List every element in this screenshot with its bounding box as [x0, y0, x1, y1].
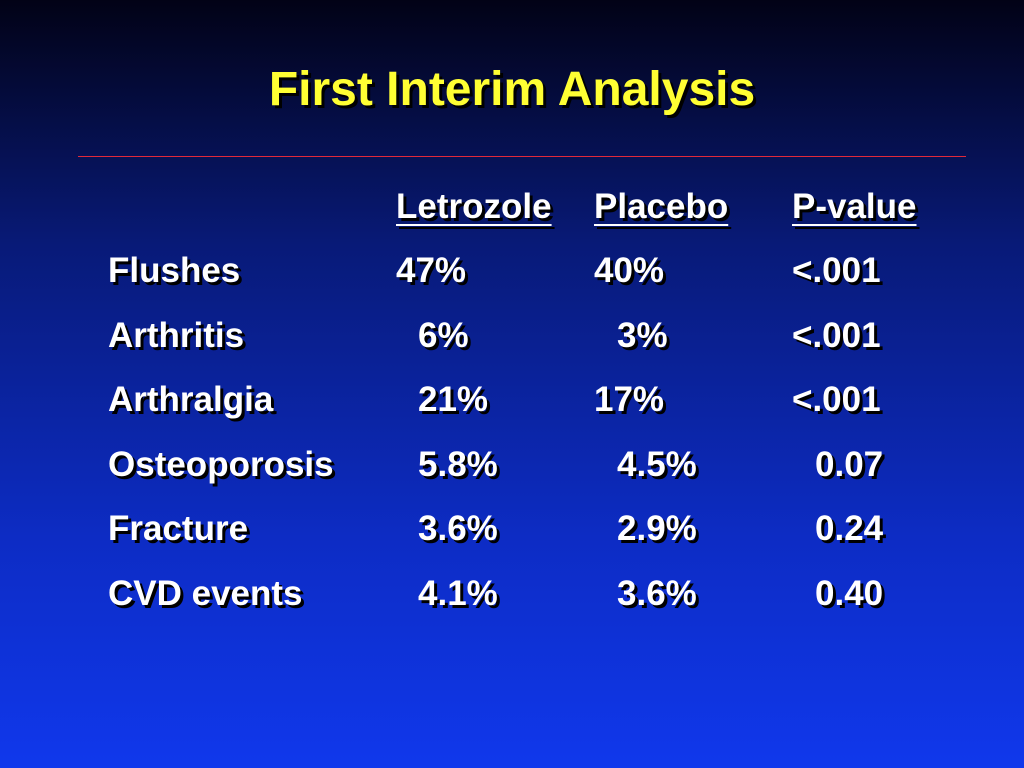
- slide-title: First Interim Analysis: [268, 63, 756, 116]
- row-label: CVD events: [108, 574, 303, 613]
- p-value: 0.24: [815, 509, 884, 548]
- header-placebo: Placebo: [594, 187, 729, 226]
- placebo-value: 3%: [617, 316, 668, 355]
- header-p-value: P-value: [792, 187, 917, 226]
- header-letrozole: Letrozole: [396, 187, 552, 226]
- placebo-value: 2.9%: [617, 509, 697, 548]
- placebo-value: 3.6%: [617, 574, 697, 613]
- row-label: Osteoporosis: [108, 445, 334, 484]
- p-value: <.001: [792, 380, 881, 419]
- title-divider: [78, 156, 966, 157]
- letrozole-value: 6%: [418, 316, 469, 355]
- placebo-value: 40%: [594, 251, 665, 290]
- p-value: 0.07: [815, 445, 884, 484]
- row-label: Flushes: [108, 251, 241, 290]
- letrozole-value: 3.6%: [418, 509, 498, 548]
- row-label: Arthritis: [108, 316, 245, 355]
- p-value: <.001: [792, 251, 881, 290]
- letrozole-value: 5.8%: [418, 445, 498, 484]
- row-label: Fracture: [108, 509, 249, 548]
- p-value: <.001: [792, 316, 881, 355]
- p-value: 0.40: [815, 574, 884, 613]
- placebo-value: 17%: [594, 380, 665, 419]
- placebo-value: 4.5%: [617, 445, 697, 484]
- letrozole-value: 47%: [396, 251, 467, 290]
- letrozole-value: 21%: [418, 380, 489, 419]
- letrozole-value: 4.1%: [418, 574, 498, 613]
- row-label: Arthralgia: [108, 380, 274, 419]
